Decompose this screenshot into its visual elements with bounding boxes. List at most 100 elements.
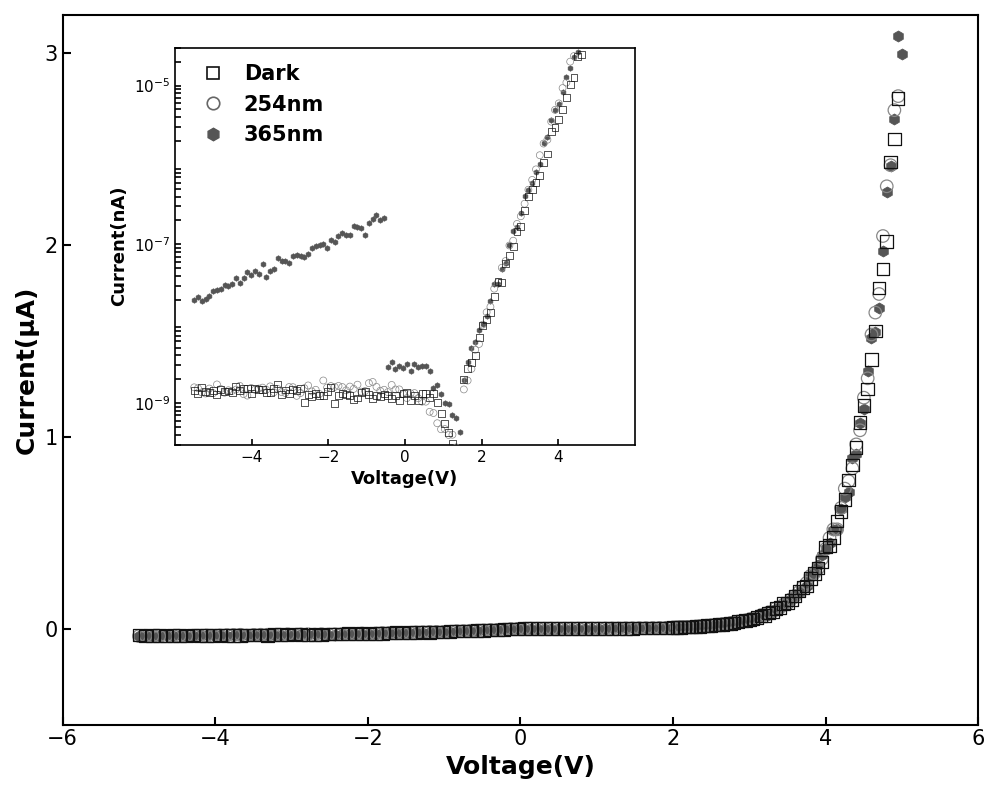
Point <box>315 389 331 402</box>
Point <box>198 385 214 398</box>
Point <box>536 137 552 149</box>
Point <box>863 353 879 366</box>
Point <box>266 383 282 395</box>
Point <box>300 379 316 391</box>
Point <box>577 622 593 635</box>
Point <box>165 630 181 642</box>
Point <box>505 241 521 253</box>
Point <box>341 628 357 641</box>
Point <box>410 394 426 407</box>
Point <box>501 238 517 251</box>
Point <box>353 222 369 235</box>
Point <box>228 272 244 284</box>
Point <box>520 190 536 202</box>
Point <box>738 614 754 626</box>
Point <box>795 581 811 594</box>
Point <box>489 623 505 636</box>
Point <box>151 630 167 642</box>
Point <box>856 399 872 412</box>
Point <box>315 237 331 250</box>
Point <box>239 389 255 402</box>
Point <box>406 357 422 370</box>
Point <box>503 622 519 635</box>
Point <box>719 618 735 630</box>
Point <box>564 622 580 635</box>
Point <box>444 437 460 449</box>
Point <box>867 325 883 337</box>
Point <box>707 619 723 631</box>
Point <box>429 396 445 409</box>
Point <box>205 384 221 397</box>
Point <box>224 384 240 397</box>
Point <box>185 630 201 642</box>
Point <box>520 183 536 196</box>
Point <box>501 239 517 252</box>
Point <box>308 387 324 399</box>
Point <box>532 169 548 182</box>
Point <box>547 103 563 116</box>
Point <box>543 114 559 126</box>
Point <box>618 622 634 634</box>
Point <box>172 629 188 642</box>
Point <box>822 537 838 549</box>
Point <box>418 387 434 400</box>
Point <box>780 596 796 609</box>
Point <box>562 79 578 91</box>
Point <box>347 627 363 640</box>
Point <box>513 221 529 233</box>
Point <box>638 622 654 634</box>
Point <box>209 388 225 401</box>
Point <box>300 629 316 642</box>
Point <box>684 621 700 634</box>
Point <box>764 606 780 619</box>
Point <box>562 62 578 75</box>
Point <box>475 318 491 331</box>
Point <box>469 624 485 637</box>
Point <box>471 324 487 337</box>
Point <box>247 383 263 395</box>
Point <box>501 249 517 262</box>
Point <box>236 382 252 395</box>
Point <box>403 387 419 399</box>
Point <box>368 380 384 393</box>
Point <box>486 290 502 303</box>
Point <box>711 619 727 631</box>
Point <box>566 71 582 83</box>
Point <box>253 628 269 641</box>
Point <box>585 0 601 11</box>
Point <box>516 622 532 635</box>
Point <box>886 104 902 117</box>
Point <box>380 360 396 373</box>
Point <box>510 622 526 635</box>
Point <box>255 384 271 396</box>
Point <box>692 620 708 633</box>
Point <box>496 623 512 636</box>
Point <box>286 629 302 642</box>
Point <box>566 50 582 63</box>
Point <box>293 383 309 395</box>
Point <box>388 626 404 639</box>
Point <box>414 387 430 399</box>
Point <box>557 622 573 635</box>
Point <box>783 593 799 606</box>
Point <box>346 383 362 395</box>
Point <box>158 629 174 642</box>
Point <box>867 306 883 319</box>
Point <box>486 283 502 295</box>
Point <box>341 627 357 640</box>
Point <box>304 390 320 403</box>
Point <box>574 26 590 39</box>
Point <box>625 622 641 634</box>
Point <box>300 628 316 641</box>
Point <box>471 337 487 350</box>
Point <box>669 621 685 634</box>
Point <box>232 380 248 392</box>
Point <box>300 628 316 641</box>
Point <box>384 356 400 368</box>
Point <box>494 262 510 275</box>
Point <box>236 387 252 400</box>
Point <box>814 556 830 569</box>
Point <box>875 263 891 276</box>
Point <box>428 626 444 638</box>
Point <box>246 629 262 642</box>
